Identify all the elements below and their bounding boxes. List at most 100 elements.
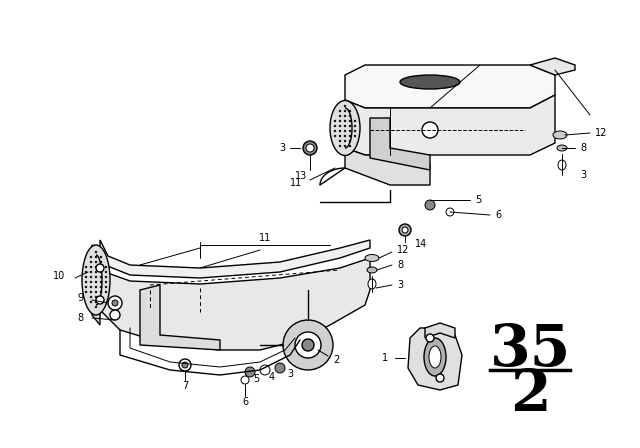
Ellipse shape xyxy=(367,267,377,273)
Text: 9: 9 xyxy=(78,293,84,303)
Circle shape xyxy=(95,296,97,298)
Ellipse shape xyxy=(424,338,446,376)
Text: 11: 11 xyxy=(290,178,302,188)
Circle shape xyxy=(334,135,336,137)
Text: 8: 8 xyxy=(580,143,586,153)
Circle shape xyxy=(95,261,97,263)
Circle shape xyxy=(90,256,92,258)
Ellipse shape xyxy=(553,131,567,139)
Circle shape xyxy=(349,115,351,117)
Circle shape xyxy=(334,125,336,127)
Circle shape xyxy=(339,135,341,137)
Circle shape xyxy=(306,144,314,152)
Circle shape xyxy=(100,291,102,293)
Polygon shape xyxy=(345,95,555,155)
Circle shape xyxy=(85,271,87,273)
Circle shape xyxy=(100,276,102,278)
Circle shape xyxy=(105,276,107,278)
Circle shape xyxy=(95,301,97,303)
Ellipse shape xyxy=(82,245,110,315)
Ellipse shape xyxy=(400,75,460,89)
Ellipse shape xyxy=(330,100,360,155)
Circle shape xyxy=(85,286,87,288)
Circle shape xyxy=(85,281,87,283)
Circle shape xyxy=(110,310,120,320)
Circle shape xyxy=(339,145,341,147)
Text: 8: 8 xyxy=(397,260,403,270)
Text: 12: 12 xyxy=(595,128,607,138)
Text: 14: 14 xyxy=(415,239,428,249)
Circle shape xyxy=(334,120,336,122)
Circle shape xyxy=(344,105,346,107)
Circle shape xyxy=(95,286,97,288)
Polygon shape xyxy=(92,245,100,325)
Circle shape xyxy=(344,110,346,112)
Polygon shape xyxy=(100,240,370,278)
Circle shape xyxy=(399,224,411,236)
Circle shape xyxy=(95,271,97,273)
Circle shape xyxy=(100,296,102,298)
Polygon shape xyxy=(100,258,370,350)
Text: 6: 6 xyxy=(242,397,248,407)
Ellipse shape xyxy=(557,145,567,151)
Circle shape xyxy=(85,276,87,278)
Circle shape xyxy=(283,320,333,370)
Circle shape xyxy=(105,286,107,288)
Circle shape xyxy=(90,281,92,283)
Circle shape xyxy=(446,208,454,216)
Circle shape xyxy=(90,261,92,263)
Text: 8: 8 xyxy=(78,313,84,323)
Circle shape xyxy=(90,271,92,273)
Circle shape xyxy=(90,291,92,293)
Circle shape xyxy=(100,256,102,258)
Circle shape xyxy=(354,125,356,127)
Circle shape xyxy=(275,363,285,373)
Polygon shape xyxy=(408,328,462,390)
Circle shape xyxy=(260,365,270,375)
Ellipse shape xyxy=(365,254,379,262)
Circle shape xyxy=(105,281,107,283)
Text: 13: 13 xyxy=(295,171,307,181)
Polygon shape xyxy=(370,118,430,170)
Circle shape xyxy=(349,125,351,127)
Ellipse shape xyxy=(558,160,566,170)
Text: 3: 3 xyxy=(397,280,403,290)
Circle shape xyxy=(100,281,102,283)
Circle shape xyxy=(344,115,346,117)
Circle shape xyxy=(339,120,341,122)
Polygon shape xyxy=(345,148,430,185)
Text: 4: 4 xyxy=(269,372,275,382)
Circle shape xyxy=(344,145,346,147)
Circle shape xyxy=(96,264,104,272)
Text: 5: 5 xyxy=(253,374,259,384)
Polygon shape xyxy=(530,58,575,75)
Ellipse shape xyxy=(368,279,376,289)
Circle shape xyxy=(179,359,191,371)
Circle shape xyxy=(245,367,255,377)
Circle shape xyxy=(90,266,92,268)
Circle shape xyxy=(85,266,87,268)
Text: 6: 6 xyxy=(495,210,501,220)
Circle shape xyxy=(344,130,346,132)
Text: 11: 11 xyxy=(259,233,271,243)
Circle shape xyxy=(100,301,102,303)
Circle shape xyxy=(344,135,346,137)
Circle shape xyxy=(422,122,438,138)
Circle shape xyxy=(90,286,92,288)
Circle shape xyxy=(100,261,102,263)
Circle shape xyxy=(344,140,346,142)
Circle shape xyxy=(105,291,107,293)
Circle shape xyxy=(349,140,351,142)
Circle shape xyxy=(95,291,97,293)
Polygon shape xyxy=(425,323,455,338)
Circle shape xyxy=(105,271,107,273)
Circle shape xyxy=(339,110,341,112)
Text: 35: 35 xyxy=(490,322,571,378)
Circle shape xyxy=(354,135,356,137)
Circle shape xyxy=(302,339,314,351)
Text: 3: 3 xyxy=(580,170,586,180)
Circle shape xyxy=(339,140,341,142)
Circle shape xyxy=(303,141,317,155)
Circle shape xyxy=(295,332,321,358)
Text: 2: 2 xyxy=(509,367,550,423)
